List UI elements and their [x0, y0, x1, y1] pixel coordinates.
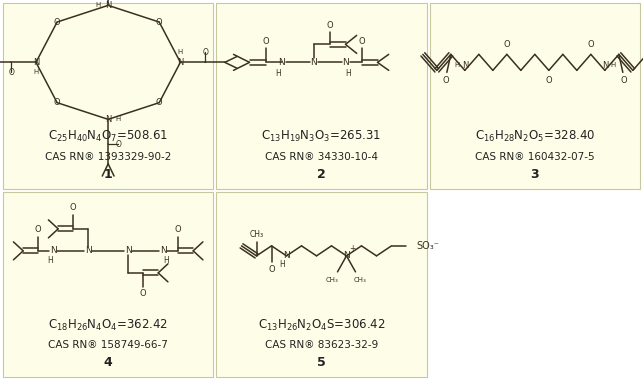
- Text: CAS RN® 160432-07-5: CAS RN® 160432-07-5: [475, 152, 595, 162]
- Text: CAS RN® 1393329-90-2: CAS RN® 1393329-90-2: [45, 152, 171, 162]
- Text: H: H: [610, 62, 615, 68]
- Text: $\mathregular{C_{18}H_{26}N_{4}O_{4}}$=362.42: $\mathregular{C_{18}H_{26}N_{4}O_{4}}$=3…: [48, 317, 168, 332]
- Text: $\mathregular{C_{13}H_{19}N_{3}O_{3}}$=265.31: $\mathregular{C_{13}H_{19}N_{3}O_{3}}$=2…: [262, 129, 381, 144]
- Text: SO₃⁻: SO₃⁻: [416, 241, 439, 251]
- Text: O: O: [202, 48, 208, 57]
- Text: O: O: [115, 139, 121, 149]
- Text: N: N: [33, 58, 39, 67]
- Text: N: N: [278, 58, 285, 67]
- Text: N: N: [343, 251, 350, 260]
- Text: N: N: [50, 246, 57, 255]
- Text: N: N: [462, 61, 468, 70]
- Text: O: O: [545, 76, 552, 85]
- Bar: [3, 3, 213, 188]
- Text: $\mathregular{C_{25}H_{40}N_{4}O_{7}}$=508.61: $\mathregular{C_{25}H_{40}N_{4}O_{7}}$=5…: [48, 129, 168, 144]
- Text: H: H: [33, 70, 39, 75]
- Text: O: O: [54, 17, 60, 27]
- Text: O: O: [262, 37, 269, 46]
- Text: 3: 3: [530, 168, 539, 181]
- Text: N: N: [177, 58, 183, 67]
- Text: 2: 2: [317, 168, 326, 181]
- Text: N: N: [160, 246, 167, 255]
- Text: H: H: [96, 2, 101, 8]
- Bar: [216, 192, 427, 377]
- Text: N: N: [310, 58, 317, 67]
- Text: CAS RN® 158749-66-7: CAS RN® 158749-66-7: [48, 340, 168, 350]
- Text: O: O: [35, 225, 42, 234]
- Text: O: O: [326, 21, 333, 30]
- Text: O: O: [268, 265, 275, 274]
- Text: H: H: [454, 62, 460, 68]
- Text: CAS RN® 34330-10-4: CAS RN® 34330-10-4: [265, 152, 378, 162]
- Text: O: O: [358, 37, 365, 46]
- Text: O: O: [503, 40, 510, 49]
- Text: O: O: [70, 203, 77, 212]
- Text: H: H: [163, 256, 169, 265]
- Text: O: O: [156, 17, 163, 27]
- Text: N: N: [283, 251, 290, 260]
- Text: N: N: [342, 58, 349, 67]
- Text: O: O: [588, 40, 594, 49]
- Text: N: N: [602, 61, 608, 70]
- Text: H: H: [280, 260, 285, 269]
- Text: $\mathregular{C_{16}H_{28}N_{2}O_{5}}$=328.40: $\mathregular{C_{16}H_{28}N_{2}O_{5}}$=3…: [475, 129, 595, 144]
- Text: O: O: [54, 98, 60, 107]
- Text: H: H: [48, 256, 53, 265]
- Text: 4: 4: [104, 356, 113, 369]
- Text: O: O: [442, 76, 449, 85]
- Text: N: N: [105, 115, 111, 124]
- Text: H: H: [116, 116, 121, 122]
- Text: CH₃: CH₃: [326, 277, 339, 283]
- Bar: [216, 3, 427, 188]
- Bar: [3, 192, 213, 377]
- Text: CH₃: CH₃: [354, 277, 367, 283]
- Text: O: O: [175, 225, 181, 234]
- Text: O: O: [620, 76, 627, 85]
- Text: N: N: [105, 1, 111, 10]
- Text: 1: 1: [104, 168, 113, 181]
- Text: CAS RN® 83623-32-9: CAS RN® 83623-32-9: [265, 340, 378, 350]
- Text: O: O: [140, 289, 147, 298]
- Text: +: +: [349, 244, 356, 253]
- Text: O: O: [8, 68, 14, 77]
- Text: N: N: [85, 246, 91, 255]
- Text: 5: 5: [317, 356, 326, 369]
- Text: H: H: [177, 49, 183, 55]
- Text: CH₃: CH₃: [249, 230, 264, 239]
- Bar: [430, 3, 640, 188]
- Text: O: O: [156, 98, 163, 107]
- Text: H: H: [346, 69, 351, 78]
- Text: H: H: [276, 69, 282, 78]
- Text: $\mathregular{C_{13}H_{26}N_{2}O_{4}S}$=306.42: $\mathregular{C_{13}H_{26}N_{2}O_{4}S}$=…: [258, 317, 385, 332]
- Text: N: N: [125, 246, 132, 255]
